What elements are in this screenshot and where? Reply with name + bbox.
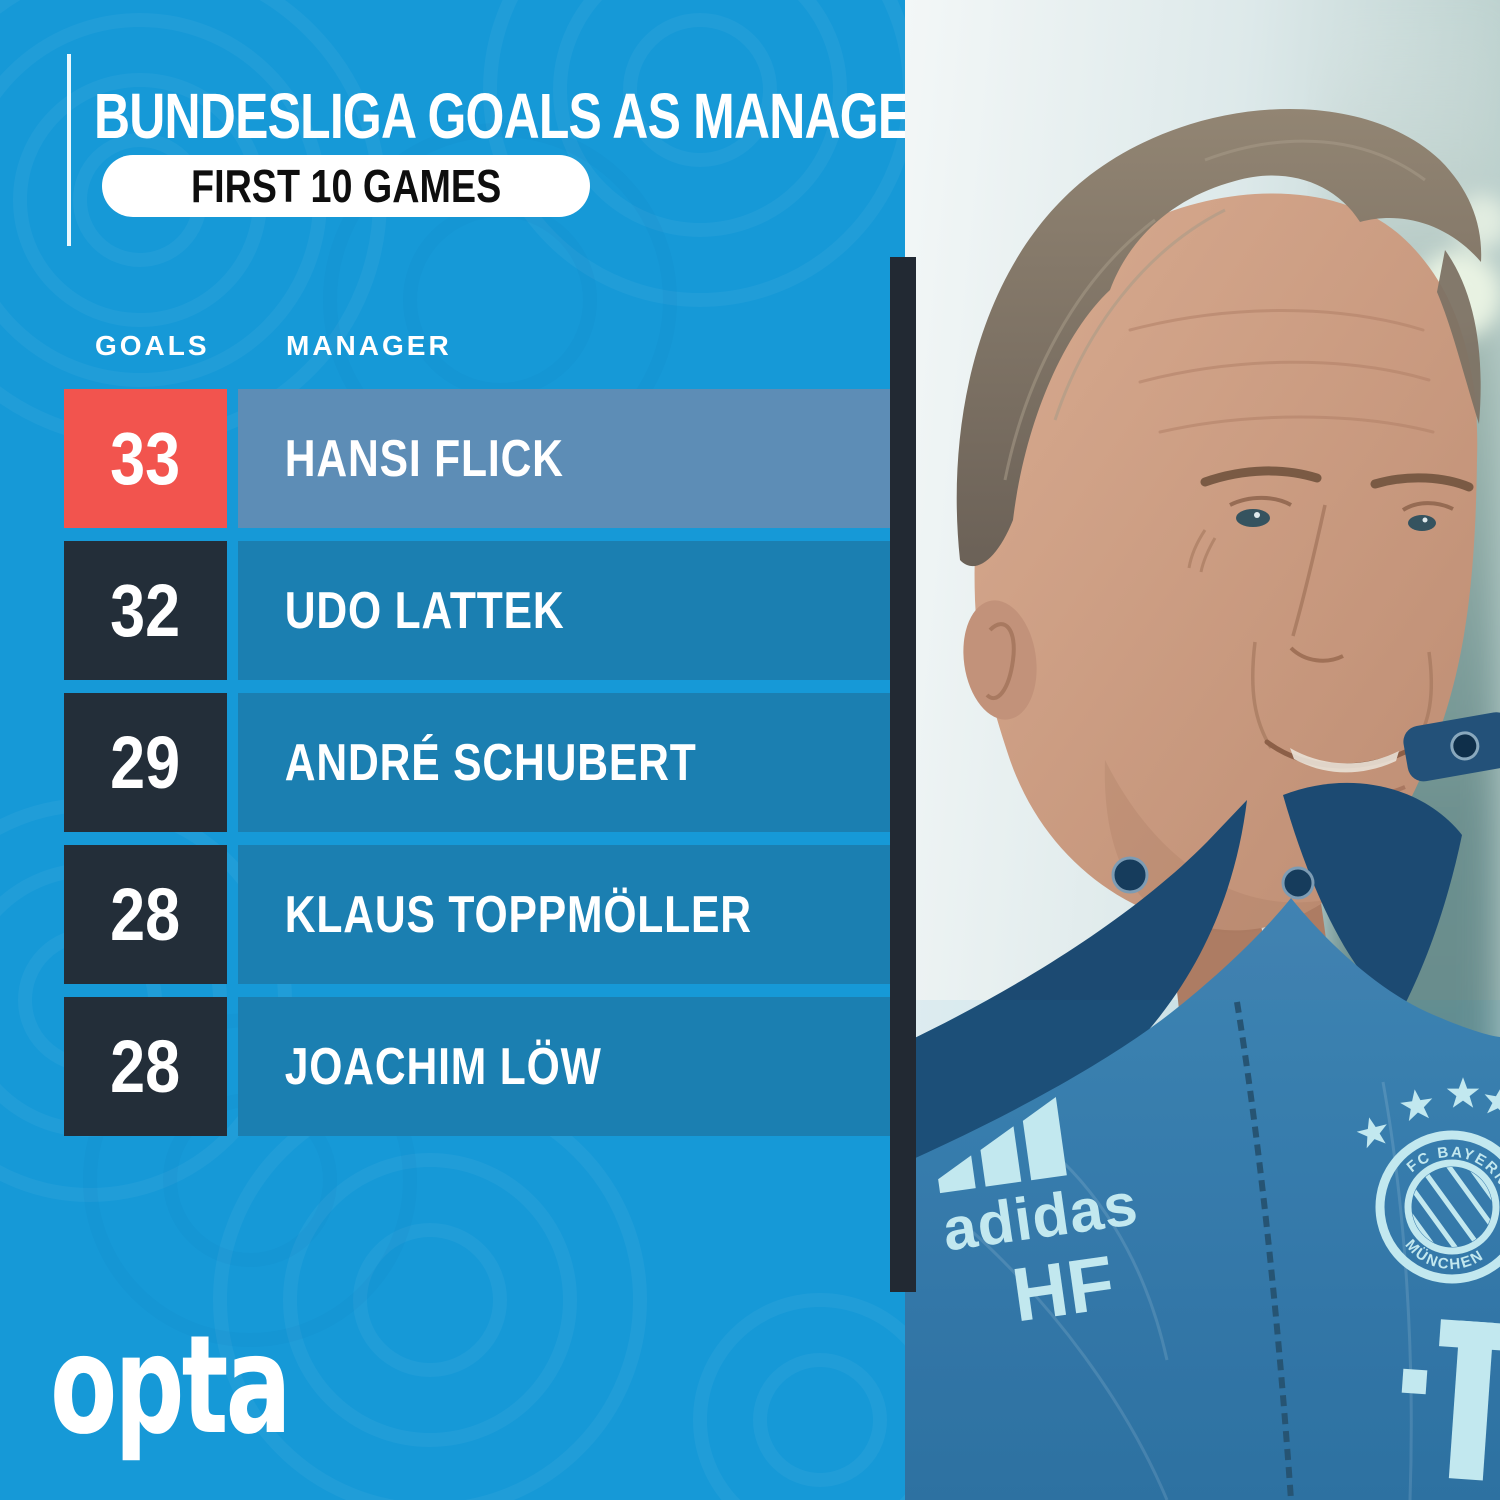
goals-value: 28 xyxy=(110,873,181,956)
hair xyxy=(956,108,1482,567)
eyes xyxy=(1187,495,1454,573)
manager-name: UDO LATTEK xyxy=(284,581,565,640)
ranking-table: 33 HANSI FLICK 32 UDO LATTEK xyxy=(64,389,894,1149)
jersey-initials: HF xyxy=(1007,1240,1119,1338)
collar-snap xyxy=(1111,856,1149,894)
telekom-logo: T xyxy=(1401,1319,1500,1481)
goals-value-box: 29 xyxy=(64,693,227,832)
manager-name: HANSI FLICK xyxy=(284,429,564,488)
manager-column-header: MANAGER xyxy=(286,330,452,361)
manager-bar: HANSI FLICK xyxy=(238,389,894,528)
collar-snap xyxy=(1281,866,1315,900)
page-title: BUNDESLIGA GOALS AS MANAGER xyxy=(94,80,946,152)
subtitle-badge-label: FIRST 10 GAMES xyxy=(190,160,502,212)
manager-bar: ANDRÉ SCHUBERT xyxy=(238,693,894,832)
adidas-bars-icon xyxy=(938,1155,976,1194)
manager-name: KLAUS TOPPMÖLLER xyxy=(284,885,752,944)
manager-name: JOACHIM LÖW xyxy=(284,1037,602,1096)
goals-value-box: 33 xyxy=(64,389,227,528)
table-row: 29 ANDRÉ SCHUBERT xyxy=(64,693,894,832)
column-headers: GOALS MANAGER xyxy=(0,330,905,366)
goals-value-box: 28 xyxy=(64,845,227,984)
zipper xyxy=(1234,1001,1294,1500)
shoulder-flap xyxy=(1403,712,1500,782)
jacket-body xyxy=(905,898,1500,1500)
manager-name: ANDRÉ SCHUBERT xyxy=(284,733,697,792)
opta-logo: opta xyxy=(50,1307,292,1465)
hansi-flick-photo: adidas HF FC BAYERN MÜNCHEN xyxy=(905,0,1500,1500)
table-row: 28 KLAUS TOPPMÖLLER xyxy=(64,845,894,984)
ear xyxy=(963,600,1037,720)
adidas-logo: adidas HF xyxy=(938,1097,1142,1339)
jacket-collar xyxy=(905,782,1462,1191)
goals-value-box: 28 xyxy=(64,997,227,1136)
stats-panel: BUNDESLIGA GOALS AS MANAGER FIRST 10 GAM… xyxy=(0,0,946,1500)
goals-value: 32 xyxy=(110,569,181,652)
table-row: 33 HANSI FLICK xyxy=(64,389,894,528)
goals-value-box: 32 xyxy=(64,541,227,680)
goals-column-header: GOALS xyxy=(95,330,210,361)
goals-value: 28 xyxy=(110,1025,181,1108)
bookend-strip xyxy=(890,257,916,1292)
table-row: 32 UDO LATTEK xyxy=(64,541,894,680)
manager-bar: UDO LATTEK xyxy=(238,541,894,680)
manager-bar: JOACHIM LÖW xyxy=(238,997,894,1136)
subtitle-badge: FIRST 10 GAMES xyxy=(102,155,590,217)
manager-bar: KLAUS TOPPMÖLLER xyxy=(238,845,894,984)
goals-value: 29 xyxy=(110,721,181,804)
title-accent-line xyxy=(67,54,71,246)
table-row: 28 JOACHIM LÖW xyxy=(64,997,894,1136)
goals-value: 33 xyxy=(110,417,181,500)
